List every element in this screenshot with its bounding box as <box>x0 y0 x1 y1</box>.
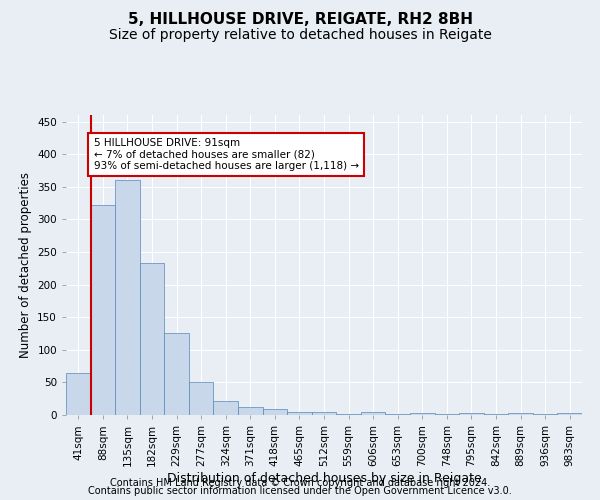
Bar <box>434 414 459 415</box>
Text: Contains public sector information licensed under the Open Government Licence v3: Contains public sector information licen… <box>88 486 512 496</box>
Text: 5 HILLHOUSE DRIVE: 91sqm
← 7% of detached houses are smaller (82)
93% of semi-de: 5 HILLHOUSE DRIVE: 91sqm ← 7% of detache… <box>94 138 359 171</box>
Bar <box>410 413 434 415</box>
Bar <box>66 372 91 415</box>
Bar <box>533 414 557 415</box>
Bar <box>140 263 164 415</box>
Bar <box>115 180 140 415</box>
Bar <box>263 409 287 415</box>
Bar <box>361 412 385 415</box>
Bar <box>214 400 238 415</box>
Text: 5, HILLHOUSE DRIVE, REIGATE, RH2 8BH: 5, HILLHOUSE DRIVE, REIGATE, RH2 8BH <box>128 12 473 28</box>
Bar <box>484 414 508 415</box>
Bar <box>287 412 312 415</box>
Text: Size of property relative to detached houses in Reigate: Size of property relative to detached ho… <box>109 28 491 42</box>
Bar <box>336 414 361 415</box>
Bar <box>91 205 115 415</box>
Bar <box>189 382 214 415</box>
Y-axis label: Number of detached properties: Number of detached properties <box>19 172 32 358</box>
Bar <box>508 413 533 415</box>
Bar <box>164 334 189 415</box>
Bar <box>385 414 410 415</box>
Text: Contains HM Land Registry data © Crown copyright and database right 2024.: Contains HM Land Registry data © Crown c… <box>110 478 490 488</box>
Bar <box>459 413 484 415</box>
Bar <box>312 412 336 415</box>
X-axis label: Distribution of detached houses by size in Reigate: Distribution of detached houses by size … <box>167 472 481 484</box>
Bar <box>238 406 263 415</box>
Bar <box>557 413 582 415</box>
